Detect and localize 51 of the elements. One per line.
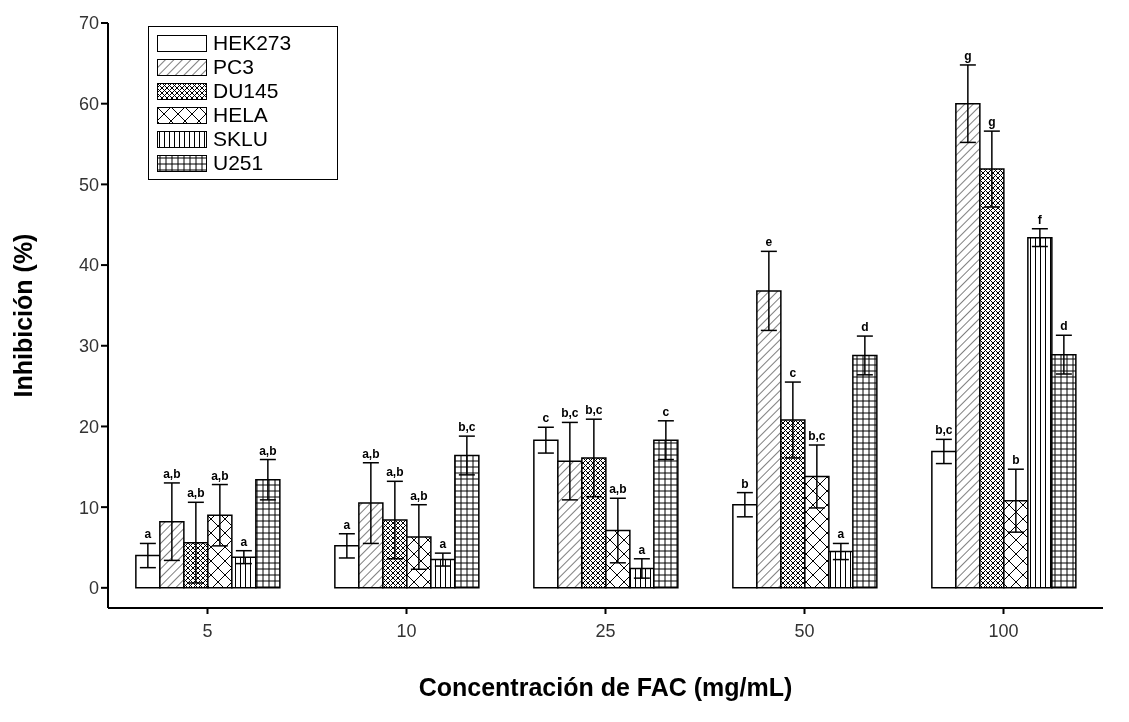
y-tick-label: 0 [88, 578, 99, 599]
annotation: c [789, 366, 797, 381]
annotation: a [240, 534, 248, 549]
annotation: g [964, 48, 972, 63]
x-tick-label: 50 [794, 620, 815, 641]
y-tick-label: 10 [78, 497, 99, 518]
annotation: d [1060, 319, 1068, 334]
legend-label: DU145 [213, 79, 279, 103]
annotation: c [662, 404, 670, 419]
annotation: a,b [211, 468, 229, 483]
annotation: b,c [458, 420, 476, 435]
annotation: f [1037, 212, 1043, 227]
annotation: a,b [187, 486, 205, 501]
annotation: a [638, 542, 646, 557]
annotation: g [988, 115, 996, 130]
annotation: a,b [410, 488, 428, 503]
annotation: d [861, 320, 869, 335]
annotation: a,b [609, 482, 627, 497]
y-axis-title: Inhibición (%) [8, 233, 37, 398]
annotation: a [439, 537, 447, 552]
annotation: a [837, 527, 845, 542]
x-tick-label: 25 [595, 620, 616, 641]
legend-label: U251 [213, 151, 264, 175]
y-tick-label: 40 [78, 255, 99, 276]
annotation: e [765, 235, 773, 250]
annotation: a,b [259, 443, 277, 458]
annotation: b [741, 476, 749, 491]
y-tick-label: 30 [78, 336, 99, 357]
y-tick-label: 50 [78, 174, 99, 195]
annotation: a,b [163, 466, 181, 481]
annotation: b,c [561, 406, 579, 421]
x-tick-label: 10 [396, 620, 417, 641]
y-tick-label: 60 [78, 94, 99, 115]
legend-label: HELA [213, 103, 268, 127]
x-tick-label: 5 [202, 620, 213, 641]
legend-label: SKLU [213, 127, 268, 151]
legend-label: HEK273 [213, 31, 292, 55]
annotation: a,b [386, 465, 404, 480]
x-tick-label: 100 [988, 620, 1019, 641]
annotation: c [542, 411, 550, 426]
annotation: b [1012, 453, 1020, 468]
annotation: a [343, 517, 351, 532]
annotation: b,c [585, 403, 603, 418]
legend-label: PC3 [213, 55, 254, 79]
y-tick-label: 20 [78, 416, 99, 437]
annotation: b,c [808, 429, 826, 444]
annotation: a [144, 527, 152, 542]
annotation: a,b [362, 446, 380, 461]
x-axis-title: Concentración de FAC (mg/mL) [418, 672, 793, 701]
annotation: b,c [935, 423, 953, 438]
y-tick-label: 70 [78, 13, 99, 34]
